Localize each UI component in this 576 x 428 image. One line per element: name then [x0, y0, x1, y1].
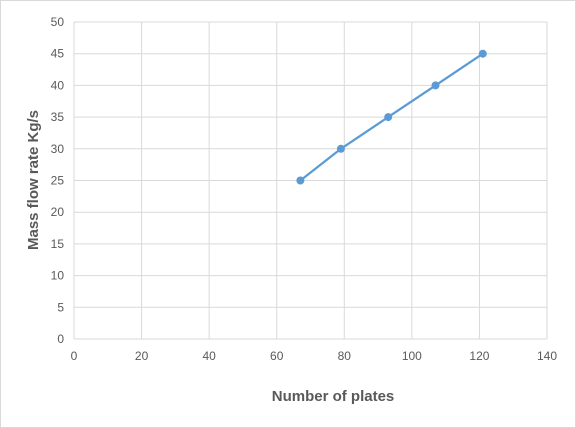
- y-tick-labels: 0 5 10 15 20 25 30 35 40 45 50: [51, 15, 65, 346]
- y-tick-label: 50: [51, 15, 65, 29]
- y-axis-title: Mass flow rate Kg/s: [25, 110, 42, 250]
- y-tick-label: 35: [51, 110, 65, 124]
- x-tick-label: 0: [71, 349, 78, 363]
- y-tick-label: 5: [57, 300, 64, 314]
- y-tick-label: 20: [51, 205, 65, 219]
- y-tick-label: 25: [51, 174, 65, 188]
- x-axis-title: Number of plates: [272, 388, 395, 405]
- y-tick-label: 10: [51, 269, 65, 283]
- x-tick-label: 120: [469, 349, 489, 363]
- x-tick-labels: 0 20 40 60 80 100 120 140: [71, 349, 558, 363]
- y-tick-label: 40: [51, 78, 65, 92]
- data-point: [384, 113, 393, 122]
- x-tick-label: 40: [202, 349, 216, 363]
- y-tick-label: 30: [51, 142, 65, 156]
- y-tick-label: 45: [51, 47, 65, 61]
- series-group: [296, 49, 487, 185]
- data-point: [431, 81, 440, 90]
- grid-lines: [73, 21, 548, 340]
- data-point: [296, 176, 305, 185]
- data-point: [336, 144, 345, 153]
- x-tick-label: 100: [402, 349, 422, 363]
- y-tick-label: 0: [57, 332, 64, 346]
- x-tick-label: 60: [270, 349, 284, 363]
- x-tick-label: 20: [135, 349, 149, 363]
- y-tick-label: 15: [51, 237, 65, 251]
- x-tick-label: 140: [537, 349, 557, 363]
- x-tick-label: 80: [338, 349, 352, 363]
- data-point: [478, 49, 487, 58]
